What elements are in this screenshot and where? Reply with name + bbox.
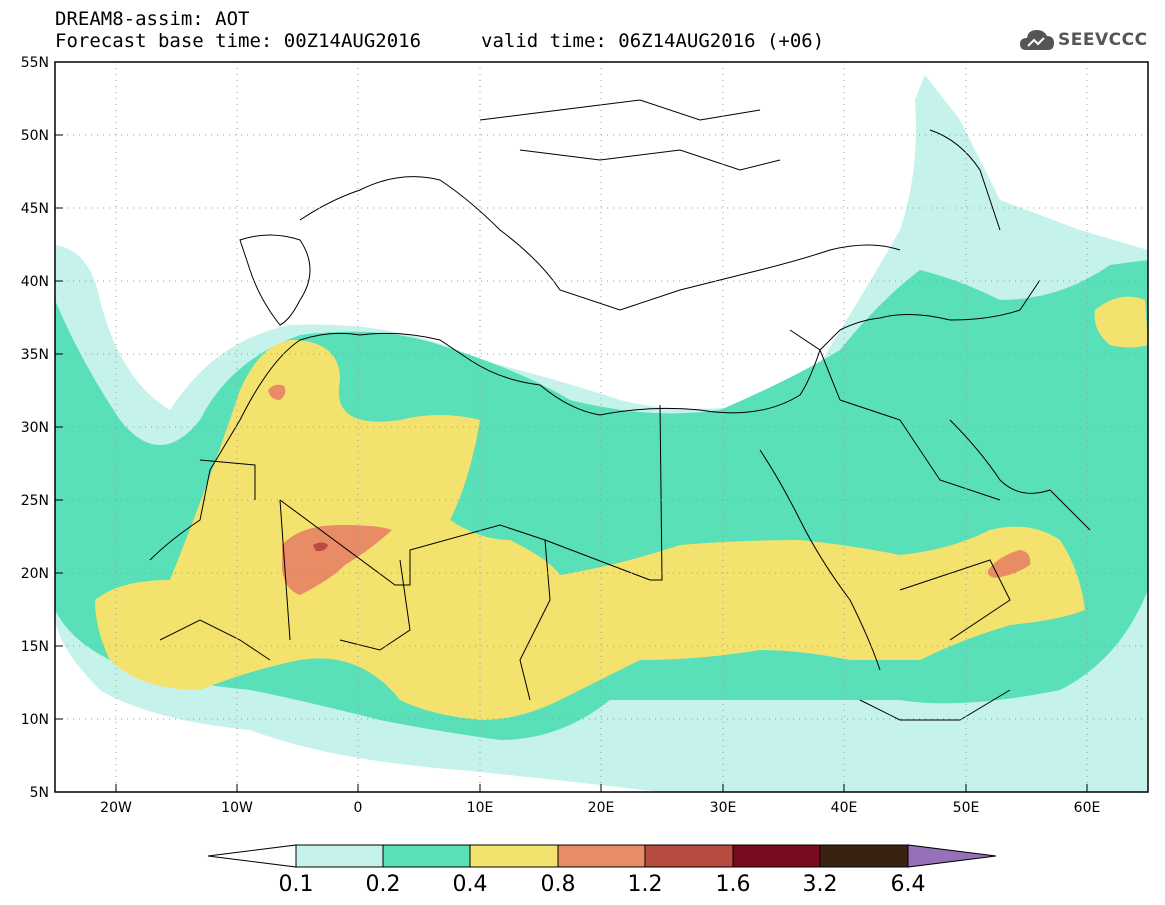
forecast-times: Forecast base time: 00Z14AUG2016 valid ti…: [55, 30, 824, 52]
colorbar-swatch: [907, 844, 997, 868]
lon-label: 20W: [100, 800, 132, 816]
logo-text: SEEVCCC: [1058, 30, 1148, 50]
lon-label: 10W: [221, 800, 253, 816]
lon-labels: 20W 10W 0 10E 20E 30E 40E 50E 60E: [100, 800, 1100, 816]
colorbar-swatch: [382, 844, 471, 868]
lat-label: 20N: [21, 566, 49, 582]
colorbar-label: 0.8: [540, 872, 576, 897]
lon-label: 20E: [588, 800, 615, 816]
cloud-logo-icon: [1020, 30, 1054, 50]
lat-label: 35N: [21, 347, 49, 363]
lat-label: 40N: [21, 274, 49, 290]
colorbar-label: 1.2: [627, 872, 663, 897]
aot-field: [55, 62, 1148, 792]
base-time: Forecast base time: 00Z14AUG2016: [55, 30, 422, 52]
lat-label: 45N: [21, 201, 49, 217]
lon-label: 0: [354, 800, 363, 816]
lon-label: 60E: [1074, 800, 1101, 816]
colorbar-label: 0.1: [278, 872, 314, 897]
lon-label: 10E: [467, 800, 494, 816]
graticule: [55, 62, 1148, 792]
lon-label: 50E: [953, 800, 980, 816]
colorbar-label: 0.4: [452, 872, 488, 897]
lon-label: 30E: [710, 800, 737, 816]
map-title: DREAM8-assim: AOT: [55, 8, 250, 30]
colorbar-swatch: [295, 844, 384, 868]
colorbar-label: 1.6: [715, 872, 751, 897]
colorbar-swatch: [469, 844, 559, 868]
colorbar-swatch: [819, 844, 909, 868]
colorbar-label: 6.4: [890, 872, 926, 897]
valid-time: valid time: 06Z14AUG2016 (+06): [481, 30, 825, 52]
lat-label: 50N: [21, 128, 49, 144]
lat-label: 15N: [21, 639, 49, 655]
colorbar-swatch: [557, 844, 646, 868]
lat-labels: 55N 50N 45N 40N 35N 30N 25N 20N 15N 10N …: [21, 55, 49, 801]
lat-label: 10N: [21, 712, 49, 728]
coastlines: [149, 99, 1091, 721]
colorbar-swatch: [732, 844, 821, 868]
colorbar-label: 0.2: [365, 872, 401, 897]
colorbar: [207, 844, 997, 868]
lat-label: 5N: [30, 785, 49, 801]
colorbar-swatch: [644, 844, 734, 868]
lon-label: 40E: [831, 800, 858, 816]
lat-label: 25N: [21, 493, 49, 509]
ticks: [55, 61, 1088, 793]
lat-label: 30N: [21, 420, 49, 436]
colorbar-swatch: [207, 844, 297, 868]
colorbar-label: 3.2: [802, 872, 838, 897]
lat-label: 55N: [21, 55, 49, 71]
